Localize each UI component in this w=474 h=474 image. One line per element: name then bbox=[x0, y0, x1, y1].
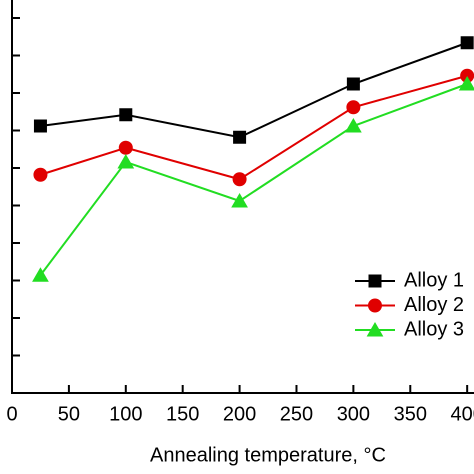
legend-marker bbox=[368, 298, 382, 313]
legend-label: Alloy 3 bbox=[404, 318, 464, 340]
x-tick-label: 300 bbox=[337, 403, 370, 425]
data-point bbox=[118, 140, 133, 155]
x-tick-label: 400 bbox=[450, 403, 474, 425]
data-point bbox=[345, 117, 362, 133]
x-tick-label: 100 bbox=[109, 403, 142, 425]
x-tick-label: 150 bbox=[166, 403, 199, 425]
data-point bbox=[232, 172, 247, 187]
data-point bbox=[231, 192, 248, 208]
data-point bbox=[233, 130, 247, 144]
x-tick-label: 0 bbox=[6, 403, 17, 425]
data-point bbox=[460, 36, 474, 50]
series-line bbox=[40, 74, 468, 181]
x-tick-label: 200 bbox=[223, 403, 256, 425]
series-line bbox=[40, 41, 468, 139]
legend-label: Alloy 1 bbox=[404, 269, 464, 291]
x-tick-label: 350 bbox=[394, 403, 427, 425]
legend-marker bbox=[368, 274, 382, 288]
plot-frame bbox=[11, 0, 474, 394]
x-tick-label: 250 bbox=[280, 403, 313, 425]
data-point bbox=[458, 75, 474, 91]
data-point bbox=[32, 267, 49, 282]
legend-label: Alloy 2 bbox=[404, 294, 464, 316]
x-axis-label: Annealing temperature, °C bbox=[150, 444, 386, 466]
data-point bbox=[346, 77, 360, 91]
data-point bbox=[33, 167, 48, 182]
data-point bbox=[33, 119, 47, 133]
x-tick-label: 50 bbox=[58, 403, 80, 425]
data-point bbox=[117, 153, 135, 169]
legend-marker bbox=[366, 321, 384, 337]
series-line bbox=[39, 83, 468, 276]
data-point bbox=[119, 108, 133, 122]
data-point bbox=[346, 100, 361, 115]
